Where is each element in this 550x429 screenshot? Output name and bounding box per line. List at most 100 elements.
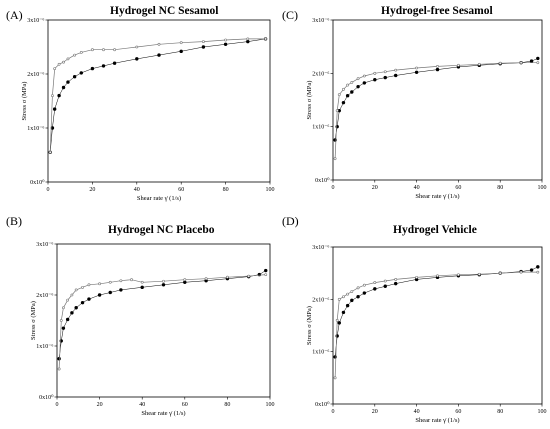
data-point [201, 45, 206, 49]
data-point [59, 319, 63, 322]
y-tick-label: 2x10⁻⁶ [27, 72, 44, 78]
data-point [53, 67, 57, 71]
data-point [101, 64, 106, 68]
data-point [50, 126, 55, 130]
data-point [362, 283, 366, 287]
data-point [394, 68, 398, 72]
data-point [223, 42, 228, 46]
data-point [183, 280, 187, 284]
chart-title: Hydrogel Vehicle [393, 224, 477, 236]
data-point [456, 273, 460, 277]
data-point [536, 56, 540, 61]
data-point [81, 285, 84, 289]
data-point [79, 51, 83, 54]
data-point [91, 48, 94, 52]
data-point [373, 287, 377, 291]
series-line [334, 62, 538, 159]
data-point [70, 293, 74, 297]
data-point [436, 274, 439, 278]
data-point [119, 288, 123, 292]
data-point [415, 275, 419, 279]
chart-a: 0 20 40 60 80 100 0x10⁰ 1x10⁻⁶ 2x10⁻⁶ 3x10⁻⁶ Shear… [21, 18, 275, 202]
panel-letter: (D) [282, 214, 299, 228]
data-point [477, 62, 481, 66]
data-point [362, 291, 367, 295]
data-point [135, 45, 139, 49]
data-point [333, 157, 337, 161]
data-point [112, 61, 117, 65]
x-tick-label: 0 [332, 185, 335, 191]
data-point [519, 270, 523, 274]
data-point [61, 306, 65, 310]
x-tick-label: 60 [455, 409, 461, 415]
panel-a: (A) Hydrogel NC Sesamol 0 20 40 60 80 100 0x10… [0, 0, 275, 214]
data-point [383, 70, 387, 74]
data-point [383, 279, 387, 283]
data-point [337, 93, 341, 97]
data-point [225, 275, 229, 279]
y-tick-label: 3x10⁻⁶ [312, 18, 329, 24]
y-axis-label: Stress σ (MPa) [30, 301, 37, 340]
data-point [350, 290, 354, 293]
series-line [334, 271, 538, 378]
plot-frame [332, 19, 543, 181]
chart-title: Hydrogel-free Sesamol [381, 5, 493, 17]
data-point [74, 288, 78, 292]
data-point [246, 39, 250, 44]
data-point [362, 81, 367, 85]
data-point [264, 273, 268, 277]
x-axis-label: Shear rate γ̇ (1/s) [415, 417, 459, 424]
data-point [536, 61, 540, 65]
x-tick-label: 20 [372, 409, 378, 415]
data-point [436, 65, 439, 68]
data-point [246, 37, 250, 41]
y-axis-label: Stress σ (MPa) [306, 81, 313, 120]
y-tick-label: 3x10⁻⁶ [36, 242, 53, 248]
data-point [456, 63, 460, 67]
y-tick-label: 1x10⁻⁶ [312, 350, 329, 356]
data-point [342, 295, 345, 299]
data-point [51, 94, 54, 98]
y-tick-label: 2x10⁻⁶ [312, 71, 329, 77]
y-tick-label: 1x10⁻⁶ [312, 125, 329, 131]
y-tick-label: 0x10⁰ [30, 179, 45, 186]
data-point [62, 60, 65, 64]
data-point [52, 107, 57, 111]
panel-letter: (B) [6, 214, 22, 228]
x-tick-label: 80 [497, 409, 503, 415]
data-point [161, 283, 166, 287]
y-axis-label: Stress σ (MPa) [306, 306, 313, 345]
x-tick-label: 20 [372, 185, 378, 191]
x-tick-label: 60 [182, 402, 188, 408]
data-point [335, 318, 339, 322]
data-point [383, 284, 387, 288]
data-point [415, 66, 419, 70]
data-point [113, 48, 117, 52]
data-point [333, 355, 337, 359]
data-point [97, 293, 102, 297]
y-tick-label: 1x10⁻⁶ [36, 344, 53, 350]
x-tick-label: 100 [538, 185, 547, 191]
x-axis-label: Shear rate γ̇ (1/s) [141, 410, 185, 417]
data-point [529, 268, 534, 272]
data-point [498, 61, 502, 65]
data-point [264, 37, 267, 41]
y-axis-label: Stress σ (MPa) [21, 82, 28, 121]
data-point [66, 80, 70, 84]
x-tick-label: 0 [332, 409, 335, 415]
data-point [335, 124, 339, 129]
series-line [334, 266, 538, 357]
data-point [350, 298, 354, 303]
data-point [346, 292, 350, 296]
data-point [204, 277, 208, 281]
chart-title: Hydrogel NC Placebo [108, 224, 215, 236]
data-point [108, 290, 112, 295]
data-point [414, 70, 419, 74]
data-point [394, 281, 398, 286]
x-tick-label: 100 [266, 187, 275, 193]
x-tick-label: 60 [178, 187, 184, 193]
data-point [373, 78, 377, 82]
x-tick-label: 60 [455, 185, 461, 191]
x-tick-label: 80 [497, 185, 503, 191]
data-point [337, 108, 341, 113]
